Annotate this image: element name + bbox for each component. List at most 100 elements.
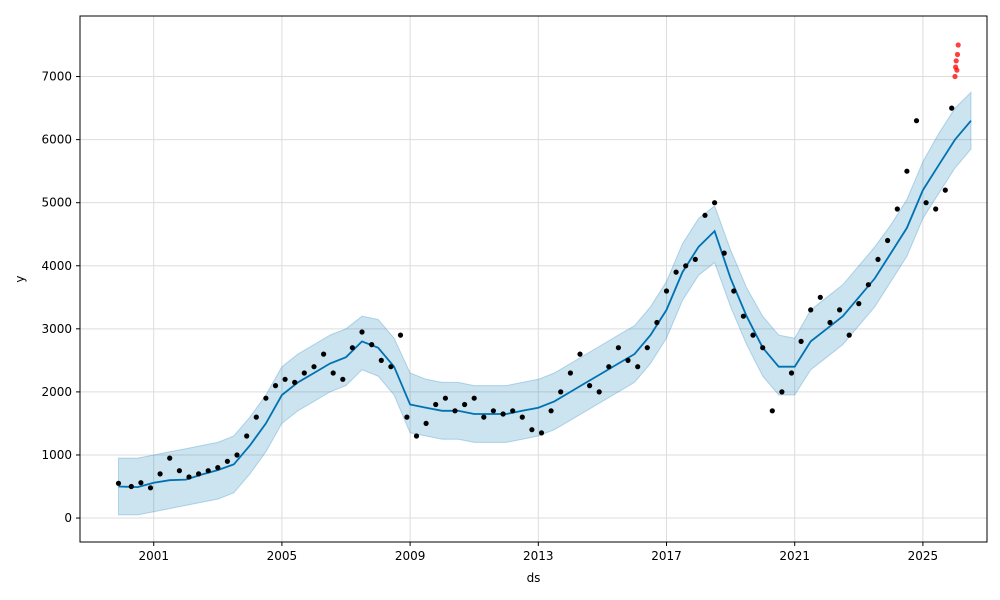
y-tick-label: 2000 <box>41 385 72 399</box>
x-tick-label: 2017 <box>651 549 682 563</box>
observed-point <box>471 395 477 401</box>
observed-points <box>115 105 955 491</box>
observed-point <box>529 427 535 433</box>
observed-point <box>577 351 583 357</box>
observed-point <box>397 332 404 338</box>
observed-point <box>462 401 468 408</box>
y-tick-label: 5000 <box>41 196 72 210</box>
observed-point <box>138 480 144 486</box>
observed-point <box>423 420 429 426</box>
observed-point <box>224 458 230 464</box>
observed-point <box>433 401 439 408</box>
observed-point <box>176 468 182 474</box>
observed-point <box>157 471 163 477</box>
x-tick-label: 2001 <box>138 549 169 563</box>
observed-point <box>798 338 804 344</box>
observed-point <box>167 455 173 461</box>
observed-point <box>683 263 689 269</box>
observed-point <box>837 307 843 313</box>
observed-point <box>635 364 641 370</box>
observed-point <box>359 329 365 335</box>
observed-point <box>760 345 766 351</box>
observed-point <box>388 364 394 370</box>
observed-point <box>196 471 202 477</box>
observed-point <box>340 376 346 382</box>
observed-point <box>500 411 506 417</box>
observed-point <box>263 395 269 401</box>
observed-point <box>702 212 708 218</box>
observed-point <box>186 474 192 480</box>
x-tick-label: 2021 <box>779 549 810 563</box>
observed-point <box>452 408 458 414</box>
grid <box>80 16 987 542</box>
observed-point <box>413 433 420 439</box>
observed-point <box>244 433 250 439</box>
observed-point <box>567 370 574 376</box>
observed-point <box>740 313 747 319</box>
observed-point <box>923 200 929 206</box>
observed-point <box>253 414 259 420</box>
observed-point <box>282 376 288 382</box>
observed-point <box>330 370 336 376</box>
observed-point <box>606 364 612 370</box>
y-tick-label: 7000 <box>41 70 72 84</box>
y-tick-label: 4000 <box>41 259 72 273</box>
observed-point <box>615 345 622 351</box>
observed-point <box>548 408 554 414</box>
observed-point <box>750 332 756 338</box>
uncertainty-interval <box>118 91 972 516</box>
forecast-line-group <box>118 120 972 489</box>
observed-point <box>817 294 823 300</box>
observed-point <box>558 389 564 395</box>
observed-point <box>644 345 650 351</box>
uncertainty-band <box>118 91 972 516</box>
observed-point <box>779 389 785 395</box>
observed-point <box>788 370 795 376</box>
observed-point <box>205 468 211 474</box>
observed-point <box>904 168 910 174</box>
observed-point <box>712 200 718 206</box>
observed-point <box>856 301 862 307</box>
observed-point <box>885 237 891 244</box>
observed-point <box>519 414 525 420</box>
observed-point <box>215 465 221 471</box>
observed-point <box>625 357 631 363</box>
observed-point <box>654 319 660 326</box>
x-tick-label: 2025 <box>908 549 939 563</box>
observed-point <box>481 414 487 420</box>
observed-point <box>147 485 154 491</box>
observed-point <box>949 105 955 111</box>
observed-point <box>311 364 317 370</box>
observed-point <box>490 408 496 414</box>
observed-point <box>301 370 307 376</box>
observed-point <box>349 345 355 351</box>
observed-point <box>115 480 122 486</box>
y-axis-label: y <box>13 275 27 282</box>
outlier-point <box>952 73 958 80</box>
plot-frame <box>79 15 988 543</box>
observed-point <box>442 395 448 401</box>
x-tick-label: 2009 <box>395 549 426 563</box>
outlier-points <box>952 42 961 80</box>
observed-point <box>596 389 602 395</box>
outlier-point <box>953 58 959 64</box>
observed-point <box>933 206 939 212</box>
observed-point <box>731 288 737 294</box>
observed-point <box>846 332 852 338</box>
outlier-point <box>955 42 961 48</box>
y-tick-label: 3000 <box>41 322 72 336</box>
observed-point <box>272 383 279 389</box>
observed-point <box>865 282 872 288</box>
x-axis-label: ds <box>527 571 541 585</box>
observed-point <box>875 256 881 262</box>
y-tick-label: 1000 <box>41 448 72 462</box>
observed-point <box>673 269 679 275</box>
outlier-point <box>954 67 960 73</box>
observed-point <box>692 256 698 262</box>
observed-point <box>942 187 948 193</box>
observed-point <box>369 342 375 348</box>
observed-point <box>827 319 833 326</box>
observed-point <box>510 408 516 414</box>
observed-point <box>538 430 545 436</box>
